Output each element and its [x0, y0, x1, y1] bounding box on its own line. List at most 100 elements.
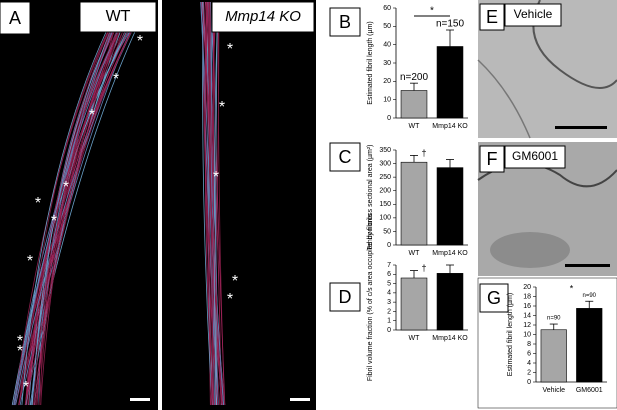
asterisk: *	[51, 213, 57, 230]
y-tick-label: 5	[387, 280, 391, 287]
significance: †	[421, 148, 426, 158]
fibril	[202, 1, 213, 406]
asterisk: *	[23, 379, 29, 396]
bar-note: n=150	[436, 19, 465, 30]
y-tick-label: 200	[379, 188, 391, 195]
fibril	[204, 1, 219, 406]
y-tick-label: 60	[383, 5, 391, 12]
asterisk: *	[63, 179, 69, 196]
fibril	[18, 1, 133, 406]
letter-box	[0, 1, 31, 35]
fibril	[18, 1, 143, 406]
y-axis-label: Tendon cross sectional area (µm²)	[367, 145, 374, 251]
y-tick-label: 20	[523, 284, 531, 291]
y-tick-label: 4	[527, 360, 531, 367]
y-tick-label: 14	[523, 312, 531, 319]
asterisk: *	[113, 71, 119, 88]
bar	[576, 308, 603, 383]
y-tick-label: 8	[527, 341, 531, 348]
letter-box	[479, 3, 505, 31]
y-tick-label: 4	[387, 290, 391, 297]
y-tick-label: 12	[523, 322, 531, 329]
panel-letter: B	[339, 12, 351, 32]
bar-note: n=90	[582, 293, 596, 299]
y-tick-label: 0	[387, 327, 391, 334]
fibril	[208, 1, 222, 406]
y-tick-label: 0	[387, 115, 391, 122]
asterisk: *	[35, 195, 41, 212]
scale-bar	[565, 264, 610, 267]
y-tick-label: 6	[387, 271, 391, 278]
fibril	[36, 1, 126, 406]
fibril	[14, 1, 126, 406]
y-tick-label: 3	[387, 299, 391, 306]
letter-box	[329, 7, 361, 37]
label-box	[504, 145, 566, 169]
bar-note: n=200	[400, 72, 429, 83]
y-tick-label: 1	[387, 318, 391, 325]
asterisk: *	[232, 273, 238, 290]
fibril	[14, 1, 123, 406]
y-tick-label: 20	[383, 78, 391, 85]
scale-bar	[130, 398, 150, 401]
significance: *	[570, 283, 574, 293]
fibril	[21, 1, 122, 406]
panel-label: Vehicle	[514, 7, 553, 21]
x-tick-label: Vehicle	[542, 387, 565, 394]
y-axis-label: Estimated fibril length (µm)	[367, 21, 374, 104]
y-tick-label: 7	[387, 262, 391, 269]
y-tick-label: 40	[383, 42, 391, 49]
image-ko	[162, 0, 316, 410]
bar	[436, 167, 464, 246]
y-tick-label: 100	[379, 215, 391, 222]
panel-letter: A	[9, 8, 21, 28]
x-tick-label: WT	[409, 335, 421, 342]
y-tick-label: 10	[383, 97, 391, 104]
y-axis-label: Estimated fibril length (µm)	[507, 293, 514, 376]
fibril	[215, 1, 219, 406]
y-tick-label: 2	[527, 369, 531, 376]
y-tick-label: 0	[527, 379, 531, 386]
label-box	[79, 1, 157, 33]
panel-letter: C	[339, 147, 352, 167]
x-tick-label: WT	[409, 250, 421, 257]
x-tick-label: GM6001	[576, 387, 603, 394]
fibril	[38, 1, 124, 406]
letter-box	[329, 142, 361, 172]
significance: †	[421, 263, 426, 273]
fibril	[206, 1, 211, 406]
asterisk: *	[219, 99, 225, 116]
y-tick-label: 18	[523, 293, 531, 300]
panel-letter: E	[486, 7, 498, 27]
scale-bar	[290, 398, 310, 401]
fibril	[207, 1, 215, 406]
panel-label: Mmp14 KO	[225, 8, 301, 25]
membrane	[477, 59, 531, 139]
bar	[400, 90, 428, 119]
y-tick-label: 10	[523, 331, 531, 338]
label-box	[211, 1, 315, 33]
asterisk: *	[213, 169, 219, 186]
x-tick-label: Mmp14 KO	[432, 123, 468, 130]
asterisk: *	[17, 343, 23, 360]
fibril-traces	[11, 1, 226, 406]
y-tick-label: 30	[383, 60, 391, 67]
bar	[436, 273, 464, 331]
asterisk: *	[27, 253, 33, 270]
y-axis-label: Fibril volume fraction (% of c/s area oc…	[367, 213, 374, 381]
y-tick-label: 50	[383, 228, 391, 235]
fibril	[204, 1, 214, 406]
x-tick-label: Mmp14 KO	[432, 250, 468, 257]
letter-box	[479, 283, 509, 313]
x-tick-label: Mmp14 KO	[432, 335, 468, 342]
panel-letter: D	[339, 287, 352, 307]
cell	[490, 232, 570, 268]
y-tick-label: 150	[379, 201, 391, 208]
asterisk: *	[137, 33, 143, 50]
fibril	[213, 1, 219, 406]
fibril	[26, 1, 122, 406]
fibril	[31, 1, 126, 406]
y-tick-label: 250	[379, 174, 391, 181]
y-tick-label: 6	[527, 350, 531, 357]
